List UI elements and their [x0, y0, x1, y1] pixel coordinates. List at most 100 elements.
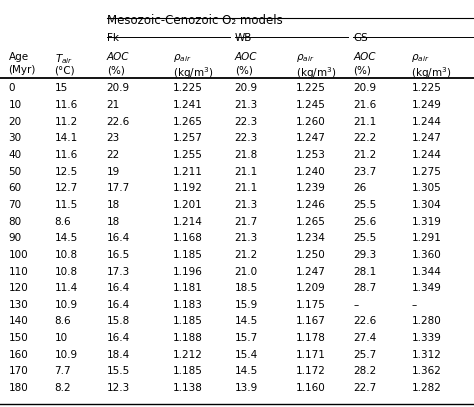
Text: 1.360: 1.360: [411, 250, 441, 260]
Text: 20: 20: [9, 117, 22, 127]
Text: (%): (%): [107, 65, 125, 75]
Text: 25.5: 25.5: [353, 233, 376, 243]
Text: 1.185: 1.185: [173, 366, 203, 376]
Text: 22: 22: [107, 150, 120, 160]
Text: 1.255: 1.255: [173, 150, 203, 160]
Text: 90: 90: [9, 233, 22, 243]
Text: (°C): (°C): [55, 65, 75, 75]
Text: 18: 18: [107, 200, 120, 210]
Text: 1.212: 1.212: [173, 350, 203, 360]
Text: 1.138: 1.138: [173, 383, 203, 393]
Text: 15.7: 15.7: [235, 333, 258, 343]
Text: 19: 19: [107, 166, 120, 177]
Text: 100: 100: [9, 250, 28, 260]
Text: 29.3: 29.3: [353, 250, 376, 260]
Text: 1.168: 1.168: [173, 233, 203, 243]
Text: 1.185: 1.185: [173, 250, 203, 260]
Text: 21: 21: [107, 100, 120, 110]
Text: 120: 120: [9, 283, 28, 293]
Text: 1.172: 1.172: [296, 366, 326, 376]
Text: 14.5: 14.5: [55, 233, 78, 243]
Text: 8.6: 8.6: [55, 217, 71, 227]
Text: 1.275: 1.275: [411, 166, 441, 177]
Text: 1.192: 1.192: [173, 183, 203, 193]
Text: 27.4: 27.4: [353, 333, 376, 343]
Text: 1.185: 1.185: [173, 317, 203, 326]
Text: 1.239: 1.239: [296, 183, 326, 193]
Text: 1.225: 1.225: [296, 83, 326, 94]
Text: 1.183: 1.183: [173, 300, 203, 310]
Text: 1.265: 1.265: [296, 217, 326, 227]
Text: 140: 140: [9, 317, 28, 326]
Text: 28.7: 28.7: [353, 283, 376, 293]
Text: 28.2: 28.2: [353, 366, 376, 376]
Text: 15.4: 15.4: [235, 350, 258, 360]
Text: 21.2: 21.2: [235, 250, 258, 260]
Text: 1.225: 1.225: [411, 83, 441, 94]
Text: 1.349: 1.349: [411, 283, 441, 293]
Text: 8.2: 8.2: [55, 383, 71, 393]
Text: (kg/m$^3$): (kg/m$^3$): [296, 65, 337, 81]
Text: 18.5: 18.5: [235, 283, 258, 293]
Text: Fk: Fk: [107, 33, 118, 43]
Text: 17.3: 17.3: [107, 267, 130, 276]
Text: 1.247: 1.247: [296, 267, 326, 276]
Text: 10: 10: [9, 100, 22, 110]
Text: 1.167: 1.167: [296, 317, 326, 326]
Text: 10.9: 10.9: [55, 350, 78, 360]
Text: 10.8: 10.8: [55, 250, 78, 260]
Text: 1.209: 1.209: [296, 283, 326, 293]
Text: 1.244: 1.244: [411, 117, 441, 127]
Text: 22.2: 22.2: [353, 133, 376, 143]
Text: 150: 150: [9, 333, 28, 343]
Text: 1.160: 1.160: [296, 383, 326, 393]
Text: 1.247: 1.247: [411, 133, 441, 143]
Text: 1.291: 1.291: [411, 233, 441, 243]
Text: 21.3: 21.3: [235, 200, 258, 210]
Text: 1.240: 1.240: [296, 166, 326, 177]
Text: 1.312: 1.312: [411, 350, 441, 360]
Text: $T_{air}$: $T_{air}$: [55, 52, 73, 66]
Text: Age: Age: [9, 52, 28, 62]
Text: 1.280: 1.280: [411, 317, 441, 326]
Text: 26: 26: [353, 183, 366, 193]
Text: (%): (%): [353, 65, 371, 75]
Text: 25.5: 25.5: [353, 200, 376, 210]
Text: 170: 170: [9, 366, 28, 376]
Text: 1.225: 1.225: [173, 83, 203, 94]
Text: 1.244: 1.244: [411, 150, 441, 160]
Text: 1.304: 1.304: [411, 200, 441, 210]
Text: 15.5: 15.5: [107, 366, 130, 376]
Text: 14.1: 14.1: [55, 133, 78, 143]
Text: 22.7: 22.7: [353, 383, 376, 393]
Text: 10: 10: [55, 333, 68, 343]
Text: 18: 18: [107, 217, 120, 227]
Text: 17.7: 17.7: [107, 183, 130, 193]
Text: 30: 30: [9, 133, 22, 143]
Text: 21.7: 21.7: [235, 217, 258, 227]
Text: 21.2: 21.2: [353, 150, 376, 160]
Text: Mesozoic-Cenozoic O₂ models: Mesozoic-Cenozoic O₂ models: [107, 14, 283, 27]
Text: 22.3: 22.3: [235, 133, 258, 143]
Text: 1.339: 1.339: [411, 333, 441, 343]
Text: 1.305: 1.305: [411, 183, 441, 193]
Text: 1.344: 1.344: [411, 267, 441, 276]
Text: 110: 110: [9, 267, 28, 276]
Text: 21.8: 21.8: [235, 150, 258, 160]
Text: 14.5: 14.5: [235, 317, 258, 326]
Text: 25.6: 25.6: [353, 217, 376, 227]
Text: 1.241: 1.241: [173, 100, 203, 110]
Text: 80: 80: [9, 217, 22, 227]
Text: AOC: AOC: [107, 52, 129, 62]
Text: 16.4: 16.4: [107, 283, 130, 293]
Text: 22.6: 22.6: [107, 117, 130, 127]
Text: 22.6: 22.6: [353, 317, 376, 326]
Text: 1.247: 1.247: [296, 133, 326, 143]
Text: 12.7: 12.7: [55, 183, 78, 193]
Text: 1.253: 1.253: [296, 150, 326, 160]
Text: 1.260: 1.260: [296, 117, 326, 127]
Text: WB: WB: [235, 33, 252, 43]
Text: 14.5: 14.5: [235, 366, 258, 376]
Text: 15.9: 15.9: [235, 300, 258, 310]
Text: 50: 50: [9, 166, 22, 177]
